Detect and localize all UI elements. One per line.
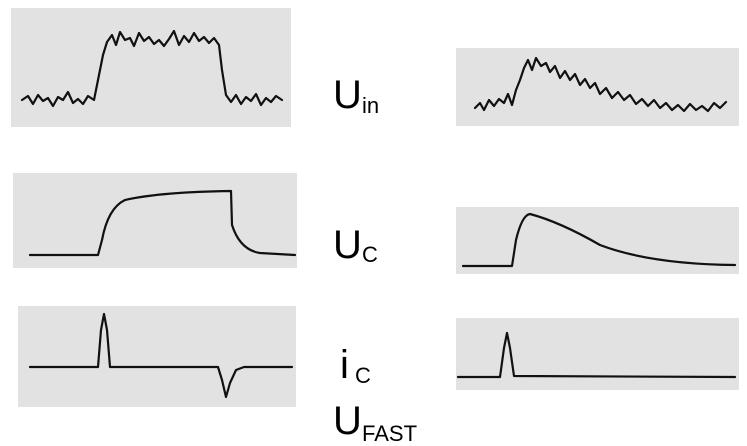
diagram: U in U C i C U FAST <box>0 0 747 446</box>
signal-subscript: C <box>362 242 378 267</box>
signal-subscript: in <box>362 93 379 118</box>
signal-label: U <box>333 73 362 117</box>
scope-panel <box>18 306 296 407</box>
signal-label: U <box>333 399 362 443</box>
signal-label: U <box>333 223 362 267</box>
scope-panel <box>456 318 739 390</box>
scope-panel <box>13 173 297 268</box>
signal-subscript: C <box>355 363 371 388</box>
signal-label: i <box>340 343 349 387</box>
signal-subscript: FAST <box>362 421 417 446</box>
scope-panel <box>11 8 291 127</box>
